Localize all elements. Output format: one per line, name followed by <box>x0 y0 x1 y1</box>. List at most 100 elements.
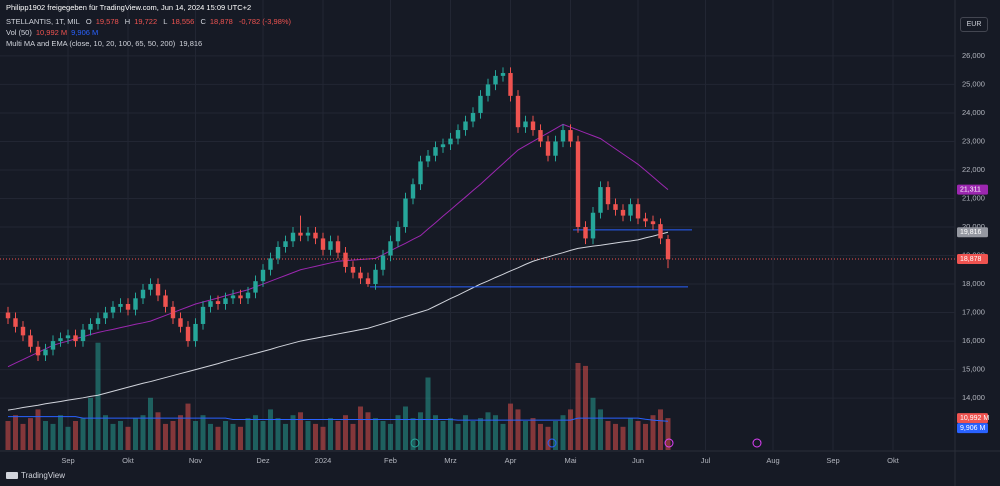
volume-bar <box>298 412 303 450</box>
ohlc-key: C <box>200 17 206 26</box>
candle-body <box>425 155 431 162</box>
candle-body <box>35 346 41 356</box>
volume-bar <box>245 418 251 450</box>
last-price-label-box <box>957 254 988 265</box>
volume-bar <box>193 421 198 450</box>
volume-bar <box>13 415 18 450</box>
candle-body <box>395 227 401 242</box>
volume-bar <box>268 409 273 450</box>
candle-body <box>320 238 326 250</box>
x-tick-label: Mrz <box>444 456 457 465</box>
volume-bar <box>110 423 116 450</box>
volume-bar <box>650 415 656 450</box>
candle-body <box>650 221 656 225</box>
candle-body <box>328 241 333 250</box>
ma-price-label-box <box>957 184 988 195</box>
volume-bar <box>125 426 131 450</box>
x-tick-label: Apr <box>505 456 517 465</box>
legend-main: STELLANTIS, 1T, MIL O 19,578 H 19,722 L 18,… <box>6 17 295 26</box>
candle-body <box>155 284 161 296</box>
candle-body <box>298 232 303 236</box>
candle-body <box>523 121 528 128</box>
candle-body <box>125 304 131 310</box>
volume-bar <box>185 403 191 450</box>
candle-body <box>440 144 446 148</box>
volume-bar <box>65 426 71 450</box>
x-tick-label: Nov <box>189 456 203 465</box>
candle-body <box>170 306 176 319</box>
y-tick-label: 25,000 <box>962 79 985 88</box>
volume-bar <box>170 421 176 450</box>
volume-bar <box>463 415 468 450</box>
x-tick-label: Sep <box>61 456 74 465</box>
volume-bar <box>395 415 401 450</box>
candle-body <box>140 289 146 299</box>
volume-bar <box>335 421 341 450</box>
candle-body <box>275 246 281 259</box>
indicator-name: Multi MA and EMA (close, 10, 20, 100, 65… <box>6 39 176 48</box>
event-icon <box>547 438 557 448</box>
candle-body <box>253 281 258 293</box>
volume-bar <box>73 421 78 450</box>
volume-bar <box>260 421 266 450</box>
volume-bar <box>358 406 363 450</box>
candle-body <box>530 121 536 131</box>
candle-body <box>545 141 551 156</box>
volume-bar <box>80 418 86 450</box>
legend-ma: Multi MA and EMA (close, 10, 20, 100, 65… <box>6 39 206 48</box>
candle-body <box>208 301 213 307</box>
candle-body <box>110 306 116 313</box>
volume-bar <box>410 418 416 450</box>
volume-bar <box>643 423 648 450</box>
volume-bar <box>433 415 438 450</box>
volume-label: 10,992 M <box>960 415 989 422</box>
candle-body <box>95 318 101 324</box>
volume-ma-line <box>8 416 669 422</box>
volume-bar <box>530 418 536 450</box>
volume-bar <box>605 421 611 450</box>
volume-bar <box>163 423 168 450</box>
ohlc-value: 19,578 <box>95 17 119 26</box>
candle-body <box>635 204 641 219</box>
volume-bar <box>493 415 498 450</box>
y-tick-label: 21,000 <box>962 193 985 202</box>
volume-bar <box>43 421 48 450</box>
volume-bar <box>545 426 551 450</box>
volume-bar <box>343 415 348 450</box>
candle-body <box>163 295 168 307</box>
candle-body <box>448 138 453 145</box>
ohlc-value: 18,878 <box>209 17 233 26</box>
candle-body <box>200 306 206 324</box>
candle-body <box>410 184 416 199</box>
candle-body <box>335 241 341 253</box>
x-tick-label: Jul <box>701 456 711 465</box>
volume-bar <box>365 412 371 450</box>
ohlc-key: O <box>85 17 92 26</box>
volume-bar <box>538 423 543 450</box>
candle-body <box>620 209 626 216</box>
candle-body <box>20 326 26 336</box>
volume-bar <box>155 412 161 450</box>
candle-body <box>65 335 71 339</box>
ma-price-label-box <box>957 227 988 238</box>
last-price-label: 18,878 <box>960 256 982 263</box>
currency-button[interactable]: EUR <box>960 17 988 32</box>
change: -0,782 (-3,98%) <box>238 17 292 26</box>
volume-bar <box>88 397 93 450</box>
volume-bar <box>223 421 228 450</box>
y-tick-label: 15,000 <box>962 365 985 374</box>
candle-body <box>245 292 251 299</box>
volume-bar <box>238 426 243 450</box>
volume-label: 9,906 M <box>960 425 985 432</box>
candle-body <box>508 73 513 96</box>
volume-bar <box>5 421 11 450</box>
volume-bar <box>455 423 461 450</box>
ma-line <box>7 231 669 411</box>
volume-bar <box>215 426 221 450</box>
volume-bar <box>320 426 326 450</box>
candle-body <box>493 75 498 85</box>
candle-body <box>358 272 363 279</box>
ohlc-key: L <box>163 17 168 26</box>
